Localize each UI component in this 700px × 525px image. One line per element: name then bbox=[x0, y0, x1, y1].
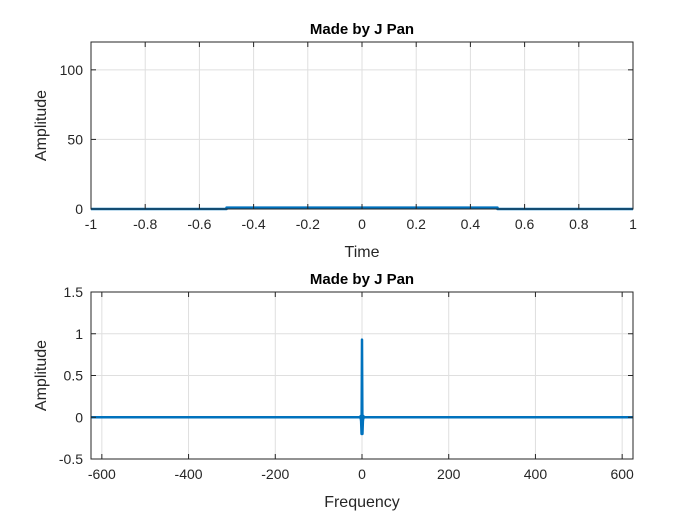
x-tick-label: -200 bbox=[261, 466, 289, 482]
x-axis-label: Time bbox=[345, 244, 380, 261]
series-point bbox=[359, 414, 365, 421]
time-domain-plot: -1 -0.8 -0.6 -0.4 -0.2 0 0.2 0.4 0.6 0.8 1 0 50 100 Ma… bbox=[33, 21, 637, 261]
x-tick-label: 0.4 bbox=[461, 216, 481, 232]
y-tick-label: 100 bbox=[60, 62, 84, 78]
y-axis-label: Amplitude bbox=[33, 90, 50, 161]
x-tick-label: -600 bbox=[88, 466, 116, 482]
frequency-domain-plot: -600 -400 -200 0 200 400 600 -0.5 0 0.5 1 1.5 Made b… bbox=[33, 271, 634, 511]
x-tick-label: -0.6 bbox=[187, 216, 211, 232]
x-tick-label: -400 bbox=[175, 466, 203, 482]
x-tick-label: 200 bbox=[437, 466, 461, 482]
y-tick-label: 50 bbox=[67, 131, 83, 147]
y-tick-label: 0 bbox=[75, 409, 83, 425]
x-tick-label: 0.6 bbox=[515, 216, 535, 232]
x-tick-label: 0 bbox=[358, 216, 366, 232]
x-axis-label: Frequency bbox=[324, 494, 400, 511]
y-tick-label: 1 bbox=[75, 326, 83, 342]
x-tick-label: -1 bbox=[85, 216, 98, 232]
x-tick-label: -0.2 bbox=[296, 216, 320, 232]
x-tick-label: 400 bbox=[524, 466, 548, 482]
chart-title: Made by J Pan bbox=[310, 21, 414, 38]
x-tick-label: 0.2 bbox=[406, 216, 426, 232]
x-tick-label: 600 bbox=[610, 466, 634, 482]
y-tick-label: -0.5 bbox=[59, 451, 83, 467]
x-tick-label: 1 bbox=[629, 216, 637, 232]
x-tick-label: 0.8 bbox=[569, 216, 589, 232]
x-tick-label: 0 bbox=[358, 466, 366, 482]
x-tick-label: -0.8 bbox=[133, 216, 157, 232]
y-axis-label: Amplitude bbox=[33, 340, 50, 411]
chart-title: Made by J Pan bbox=[310, 271, 414, 288]
x-tick-label: -0.4 bbox=[242, 216, 266, 232]
y-tick-label: 0.5 bbox=[64, 368, 84, 384]
y-tick-label: 1.5 bbox=[64, 284, 84, 300]
y-tick-label: 0 bbox=[75, 201, 83, 217]
